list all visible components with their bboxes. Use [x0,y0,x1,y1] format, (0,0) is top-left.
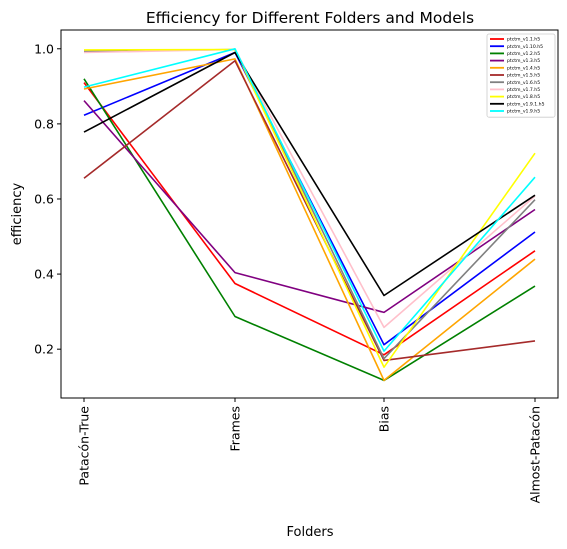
series-lines [83,47,536,382]
legend: ptctm_v1.1.h5ptctm_v1.10.h5ptctm_v1.2.h5… [486,33,556,118]
series-line-5 [83,58,536,382]
legend-entry: ptctm_v1.9.h5 [507,109,540,115]
series-line-9 [83,48,536,369]
series-line-11 [83,47,536,352]
series-line-3 [83,78,536,382]
series-line-10 [83,51,536,297]
series-line-1 [83,82,536,356]
y-tick-label: 0.4 [34,267,54,282]
x-tick-label: Almost-Patacón [528,406,543,503]
legend-entry: ptctm_v1.4.h5 [507,65,540,71]
legend-entry: ptctm_v1.9.1.h5 [507,101,545,107]
plot-area [60,29,559,399]
y-axis-label: efficiency [10,182,25,245]
x-axis-label: Folders [287,525,334,540]
x-tick-label: Patacón-True [77,406,92,486]
y-tick-label: 0.8 [34,116,54,131]
legend-entry: ptctm_v1.7.h5 [507,87,540,93]
legend-entry: ptctm_v1.1.h5 [507,37,540,43]
y-tick-label: 1.0 [34,41,54,56]
x-axis: Patacón-True Frames Bias Almost-Patacón [77,398,543,503]
x-tick-label: Frames [228,406,243,451]
legend-entry: ptctm_v1.10.h5 [507,44,543,50]
legend-entry: ptctm_v1.8.h5 [507,94,540,100]
series-line-8 [83,48,536,329]
legend-entry: ptctm_v1.3.h5 [507,58,540,64]
series-line-6 [83,59,536,362]
legend-entry: ptctm_v1.2.h5 [507,51,540,57]
chart-title: Efficiency for Different Folders and Mod… [146,9,474,27]
y-tick-label: 0.6 [34,191,54,206]
legend-entry: ptctm_v1.6.h5 [507,80,540,86]
y-tick-label: 0.2 [34,342,54,357]
legend-entry: ptctm_v1.5.h5 [507,73,540,79]
x-tick-label: Bias [377,406,392,432]
y-axis: 0.2 0.4 0.6 0.8 1.0 [34,41,61,357]
